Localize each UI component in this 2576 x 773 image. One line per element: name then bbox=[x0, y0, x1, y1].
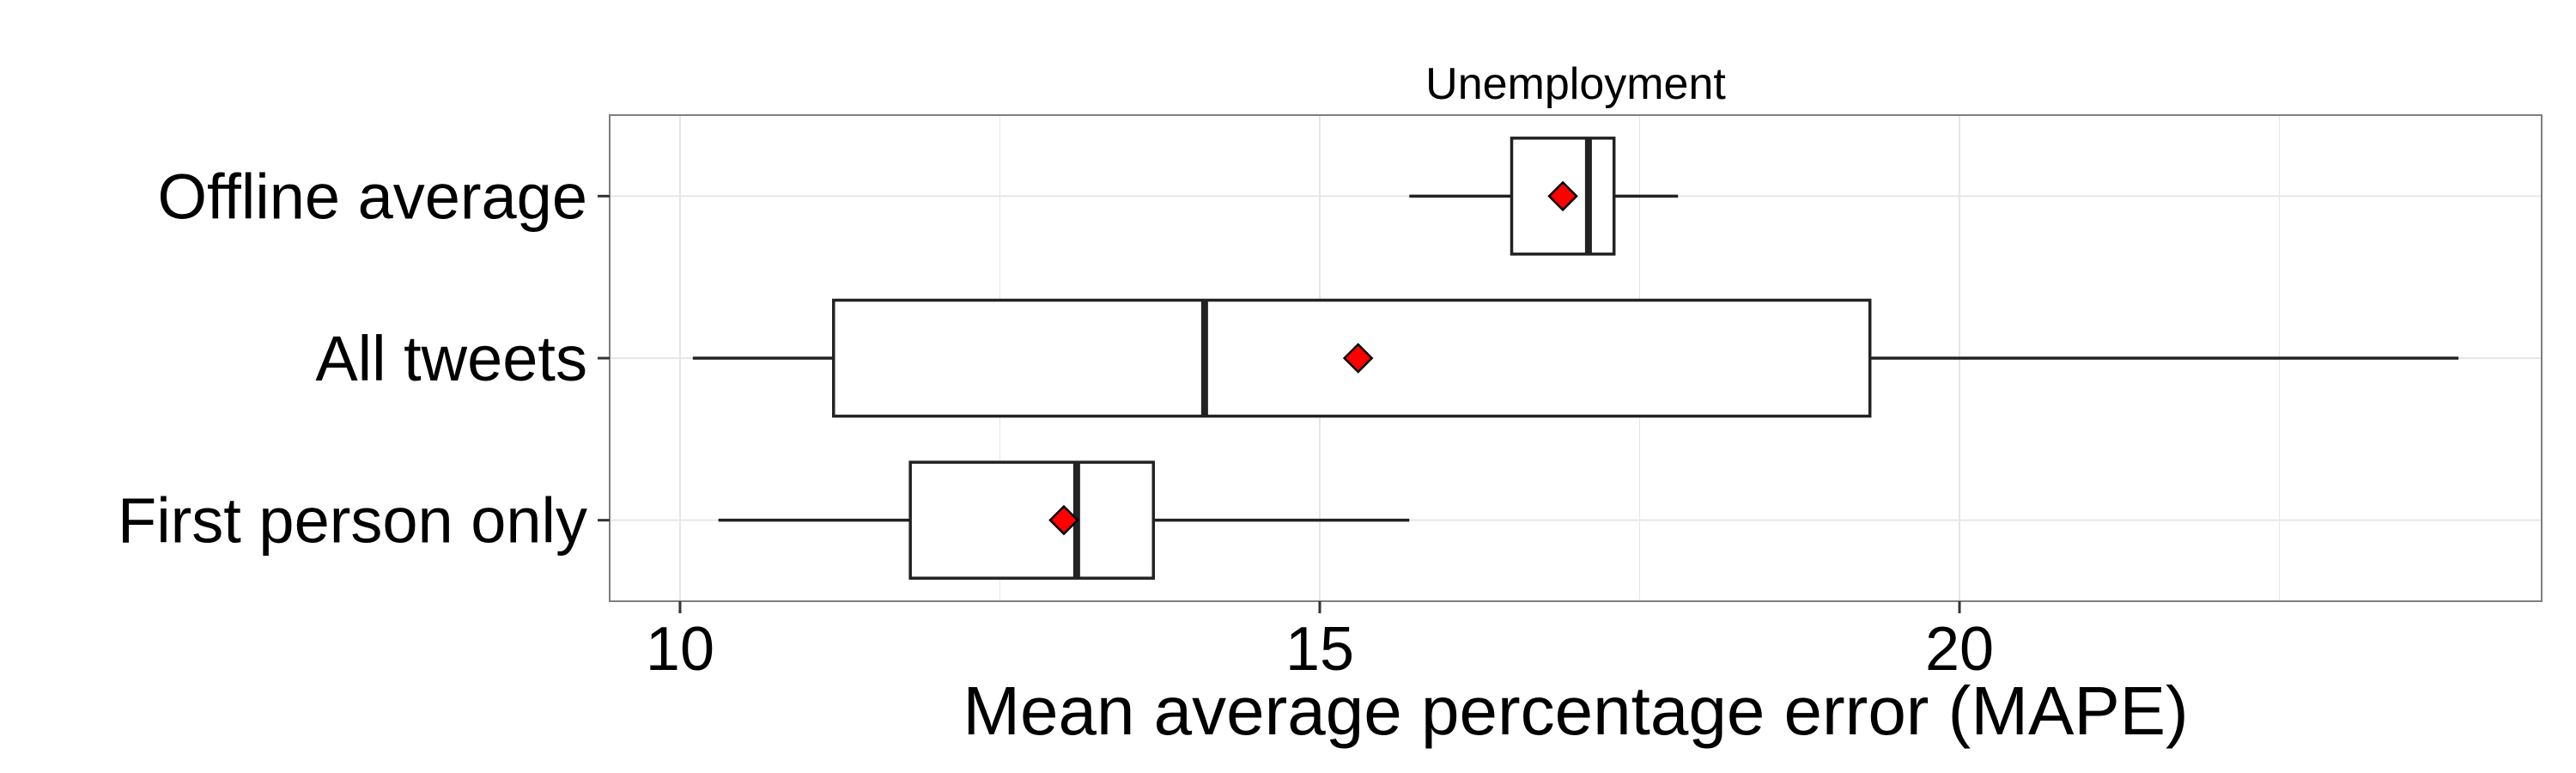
mean-marker bbox=[1048, 504, 1079, 536]
box-all-tweets bbox=[692, 298, 2459, 418]
x-tick-label: 15 bbox=[1285, 615, 1354, 684]
mean-marker bbox=[1342, 343, 1374, 374]
y-tick-label: First person only bbox=[118, 485, 587, 557]
y-tick-label: All tweets bbox=[315, 323, 587, 394]
box-offline-average bbox=[1409, 137, 1679, 256]
x-tick-label: 10 bbox=[646, 615, 714, 684]
box-layer bbox=[692, 137, 2459, 580]
axis-layer: Offline average All tweets First person on… bbox=[118, 161, 1994, 684]
box-iqr bbox=[908, 460, 1156, 580]
box-first-person-only bbox=[718, 460, 1410, 580]
chart-title: Unemployment bbox=[1425, 59, 1726, 109]
y-tick-label: Offline average bbox=[157, 161, 587, 232]
x-axis-title: Mean average percentage error (MAPE) bbox=[963, 673, 2188, 749]
mean-marker bbox=[1547, 180, 1578, 212]
x-tick-label: 20 bbox=[1925, 615, 1994, 684]
